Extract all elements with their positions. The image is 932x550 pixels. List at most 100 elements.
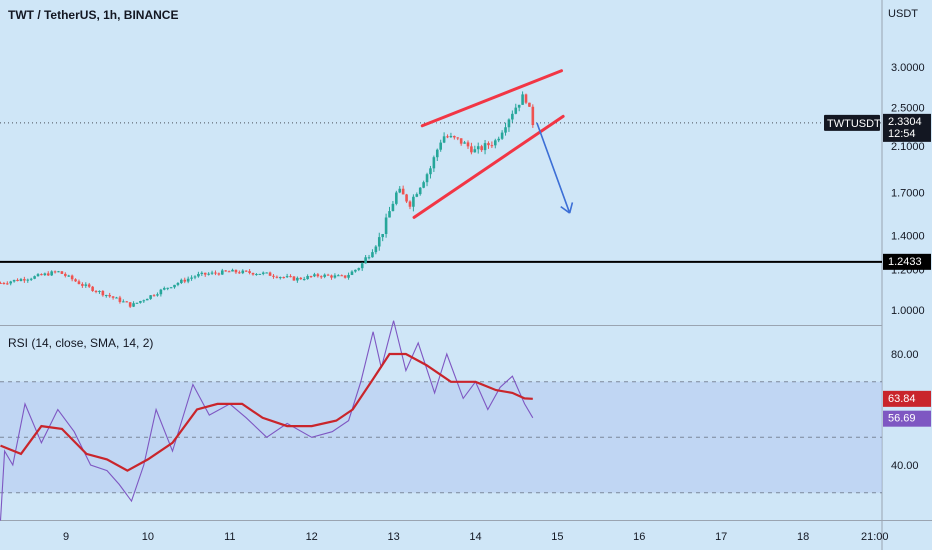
candle-body (340, 275, 344, 277)
time-tick-label: 14 (469, 531, 481, 543)
candle-body (173, 284, 176, 288)
candle-body (57, 271, 60, 273)
candle-body (473, 149, 477, 153)
candle-body (388, 211, 391, 218)
candle-body (459, 138, 463, 144)
candle-body (497, 138, 501, 141)
candle-body (70, 275, 74, 280)
candle-body (343, 275, 347, 278)
candle-body (159, 289, 163, 295)
candle-body (350, 271, 354, 275)
candle-body (415, 194, 419, 197)
candle-body (490, 145, 494, 147)
candle-body (183, 279, 187, 282)
candle-body (16, 279, 19, 281)
time-tick-label: 17 (715, 531, 727, 543)
candle-body (470, 146, 473, 153)
candle-body (347, 274, 350, 278)
candle-body (442, 136, 446, 143)
candle-body (142, 300, 146, 302)
level-price-badge: 1.2433 (883, 253, 931, 270)
candle-body (180, 279, 183, 283)
symbol-tag-text: TWTUSDT (827, 118, 881, 130)
candle-body (149, 295, 152, 299)
candle-body (524, 94, 528, 103)
candle-body (139, 301, 142, 303)
rsi-sma-line (0, 352, 533, 472)
rsi-sma-value-badge-text: 63.84 (888, 393, 916, 405)
candle-body (446, 136, 449, 138)
candle-body (528, 102, 531, 107)
candle-body (36, 274, 40, 277)
candle-body (371, 252, 374, 258)
candle-body (500, 132, 504, 139)
candle-body (98, 290, 101, 292)
candle-body (2, 283, 6, 285)
candle-body (6, 283, 9, 285)
candle-body (227, 271, 231, 273)
rsi-indicator-title[interactable]: RSI (14, close, SMA, 14, 2) (8, 336, 154, 350)
projection-arrow-shaft (536, 122, 571, 214)
candle-body (319, 276, 323, 278)
candle-body (466, 142, 470, 147)
candle-body (412, 196, 415, 207)
wedge-lower-line (412, 114, 565, 219)
candle-body (43, 273, 47, 276)
candle-body (425, 174, 429, 183)
candle-body (302, 279, 306, 281)
candle-body (67, 275, 71, 277)
price-tick-label: 2.5000 (891, 102, 925, 114)
candle-body (156, 294, 159, 296)
candle-body (296, 277, 299, 281)
time-tick-label: 16 (633, 531, 645, 543)
candle-body (220, 270, 224, 275)
candle-body (354, 269, 357, 272)
candle-body (326, 274, 330, 276)
candle-body (152, 295, 156, 297)
currency-label: USDT (888, 8, 918, 20)
last-price-badge-text: 2.3304 (888, 116, 922, 128)
symbol-title[interactable]: TWT / TetherUS, 1h, BINANCE (8, 8, 179, 22)
candle-body (493, 140, 497, 146)
candle-body (200, 272, 204, 274)
candle-body (84, 284, 88, 286)
candle-body (176, 282, 180, 285)
time-tick-label: 9 (63, 531, 69, 543)
candle-body (483, 143, 487, 151)
rsi-sma-value-badge-bg (883, 390, 931, 407)
candle-body (285, 276, 289, 278)
candle-body (0, 282, 2, 284)
price-tick-label: 1.7000 (891, 188, 925, 200)
candle-body (193, 276, 197, 278)
time-tick-label: 21:00 (861, 531, 889, 543)
candle-body (258, 273, 262, 275)
candle-body (292, 276, 296, 281)
projection-arrow-head (560, 206, 571, 214)
candle-body (357, 268, 361, 270)
wedge-upper-line (420, 69, 563, 128)
candle-body (122, 301, 125, 303)
rsi-tick-label: 40.00 (891, 460, 919, 472)
last-price-badge-bg (883, 113, 931, 142)
candle-body (275, 276, 279, 278)
candle-body (432, 157, 436, 169)
candle-body (60, 271, 64, 274)
candle-body (87, 284, 91, 287)
candle-body (104, 294, 108, 296)
candle-body (197, 273, 200, 277)
candle-body (125, 301, 129, 303)
time-tick-label: 10 (142, 531, 154, 543)
candle-body (255, 274, 258, 276)
rsi-sma-value-badge: 63.84 (883, 390, 931, 407)
candle-body (210, 272, 214, 274)
candle-body (439, 142, 442, 150)
candle-body (517, 104, 521, 108)
candle-body (507, 119, 511, 128)
time-tick-label: 18 (797, 531, 809, 543)
candle-body (374, 246, 378, 253)
candle-body (435, 149, 439, 158)
candle-body (265, 272, 268, 274)
candle-body (74, 279, 77, 282)
